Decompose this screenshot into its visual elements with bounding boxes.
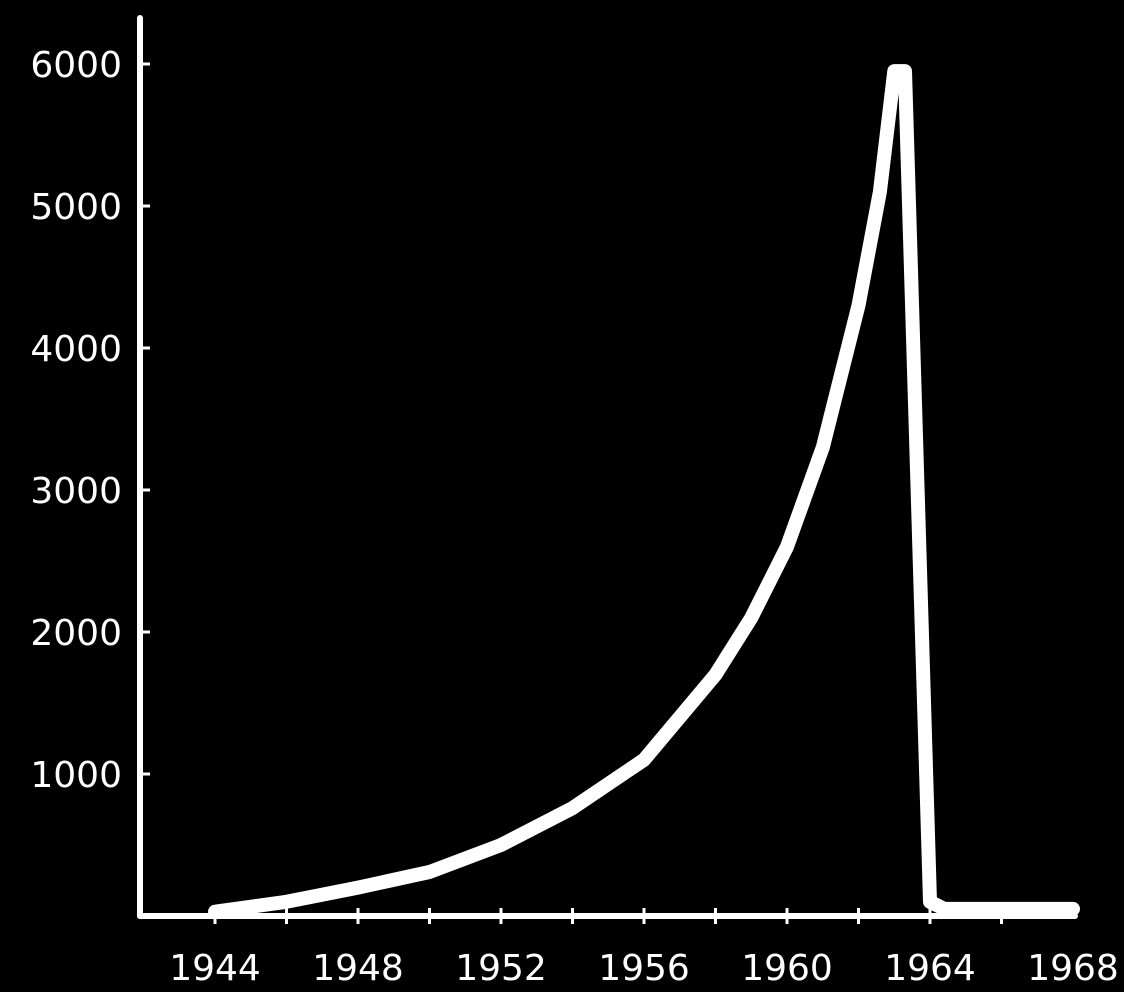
x-tick-label: 1960: [741, 948, 833, 989]
y-tick-label: 4000: [30, 329, 122, 370]
x-tick-label: 1968: [1027, 948, 1119, 989]
y-tick-label: 3000: [30, 471, 122, 512]
x-tick-label: 1956: [598, 948, 690, 989]
y-tick-label: 5000: [30, 187, 122, 228]
x-tick-label: 1944: [169, 948, 261, 989]
axes: [137, 15, 1078, 919]
series-layer: [208, 64, 1080, 919]
y-tick-label: 1000: [30, 755, 122, 796]
x-axis-ticks: 1944 1948 1952 1956 1960 1964 1968: [169, 908, 1119, 989]
y-tick-label: 6000: [30, 45, 122, 86]
x-tick-label: 1952: [455, 948, 547, 989]
y-axis-ticks: 1000 2000 3000 4000 5000 6000: [30, 45, 150, 796]
y-tick-label: 2000: [30, 613, 122, 654]
x-tick-label: 1948: [312, 948, 404, 989]
x-tick-label: 1964: [884, 948, 976, 989]
series-line: [208, 64, 1080, 919]
